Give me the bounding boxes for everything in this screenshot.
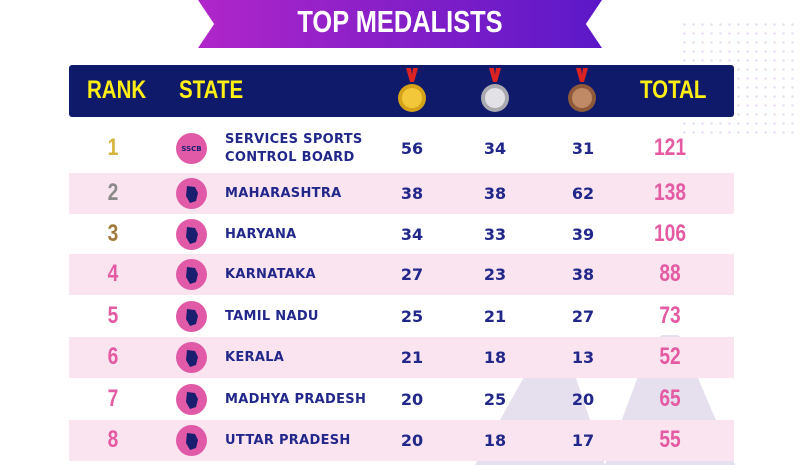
silver-count: 38: [483, 184, 507, 203]
uttar-pradesh-map-icon: [176, 425, 207, 456]
rank: 3: [107, 220, 119, 247]
karnataka-map-icon: [176, 259, 207, 290]
rank: 2: [107, 179, 119, 206]
gold-count: 21: [400, 348, 424, 367]
silver-count: 18: [483, 431, 507, 450]
state-name: HARYANA: [225, 226, 297, 242]
state-name: KERALA: [225, 349, 285, 365]
total-count: 106: [653, 220, 687, 247]
table-row: 2 MAHARASHTRA 38 38 62 138: [69, 173, 734, 214]
gold-count: 38: [400, 184, 424, 203]
haryana-map-icon: [176, 219, 207, 250]
title-banner: TOP MEDALISTS: [198, 0, 602, 48]
bronze-count: 31: [571, 139, 595, 158]
state-name: TAMIL NADU: [225, 308, 319, 324]
sscb-logo-text: SSCB: [181, 144, 202, 153]
table-row: 4 KARNATAKA 27 23 38 88: [69, 254, 734, 295]
gold-count: 20: [400, 431, 424, 450]
state-name: KARNATAKA: [225, 266, 316, 282]
bronze-count: 20: [571, 390, 595, 409]
bronze-medal-icon: [568, 68, 596, 112]
total-count: 55: [659, 426, 681, 453]
silver-count: 34: [483, 139, 507, 158]
kerala-map-icon: [176, 342, 207, 373]
bronze-count: 62: [571, 184, 595, 203]
bronze-count: 39: [571, 225, 595, 244]
total-count: 121: [653, 134, 687, 161]
table-row: 8 UTTAR PRADESH 20 18 17 55: [69, 420, 734, 461]
silver-count: 25: [483, 390, 507, 409]
header-state: STATE: [179, 76, 244, 104]
maharashtra-map-icon: [176, 178, 207, 209]
state-name: MADHYA PRADESH: [225, 391, 367, 407]
table-row: 5 TAMIL NADU 25 21 27 73: [69, 296, 734, 337]
bronze-count: 17: [571, 431, 595, 450]
table-row: 1 SSCB SERVICES SPORTS CONTROL BOARD 56 …: [69, 128, 734, 169]
madhya-pradesh-map-icon: [176, 384, 207, 415]
gold-count: 25: [400, 307, 424, 326]
total-count: 73: [659, 302, 681, 329]
gold-count: 34: [400, 225, 424, 244]
gold-medal-icon: [398, 68, 426, 112]
table-row: 6 KERALA 21 18 13 52: [69, 337, 734, 378]
silver-count: 33: [483, 225, 507, 244]
state-name: MAHARASHTRA: [225, 185, 342, 201]
gold-count: 56: [400, 139, 424, 158]
rank: 7: [107, 385, 119, 412]
rank: 8: [107, 426, 119, 453]
rank: 1: [107, 134, 119, 161]
tamil-nadu-map-icon: [176, 301, 207, 332]
table-row: 3 HARYANA 34 33 39 106: [69, 214, 734, 255]
state-name: SERVICES SPORTS CONTROL BOARD: [225, 131, 363, 165]
sscb-logo: SSCB: [176, 133, 207, 164]
page-title: TOP MEDALISTS: [297, 4, 503, 39]
bronze-count: 27: [571, 307, 595, 326]
total-count: 52: [659, 343, 681, 370]
rank: 5: [107, 302, 119, 329]
silver-medal-icon: [481, 68, 509, 112]
rank: 4: [107, 260, 119, 287]
silver-count: 21: [483, 307, 507, 326]
table-header: RANK STATE TOTAL: [69, 65, 734, 117]
header-rank: RANK: [87, 76, 147, 104]
rank: 6: [107, 343, 119, 370]
silver-count: 18: [483, 348, 507, 367]
gold-count: 20: [400, 390, 424, 409]
table-row: 7 MADHYA PRADESH 20 25 20 65: [69, 379, 734, 420]
gold-count: 27: [400, 265, 424, 284]
total-count: 65: [659, 385, 681, 412]
total-count: 138: [653, 179, 687, 206]
header-total: TOTAL: [640, 76, 707, 104]
bronze-count: 13: [571, 348, 595, 367]
bronze-count: 38: [571, 265, 595, 284]
total-count: 88: [659, 260, 681, 287]
state-name: UTTAR PRADESH: [225, 432, 351, 448]
silver-count: 23: [483, 265, 507, 284]
